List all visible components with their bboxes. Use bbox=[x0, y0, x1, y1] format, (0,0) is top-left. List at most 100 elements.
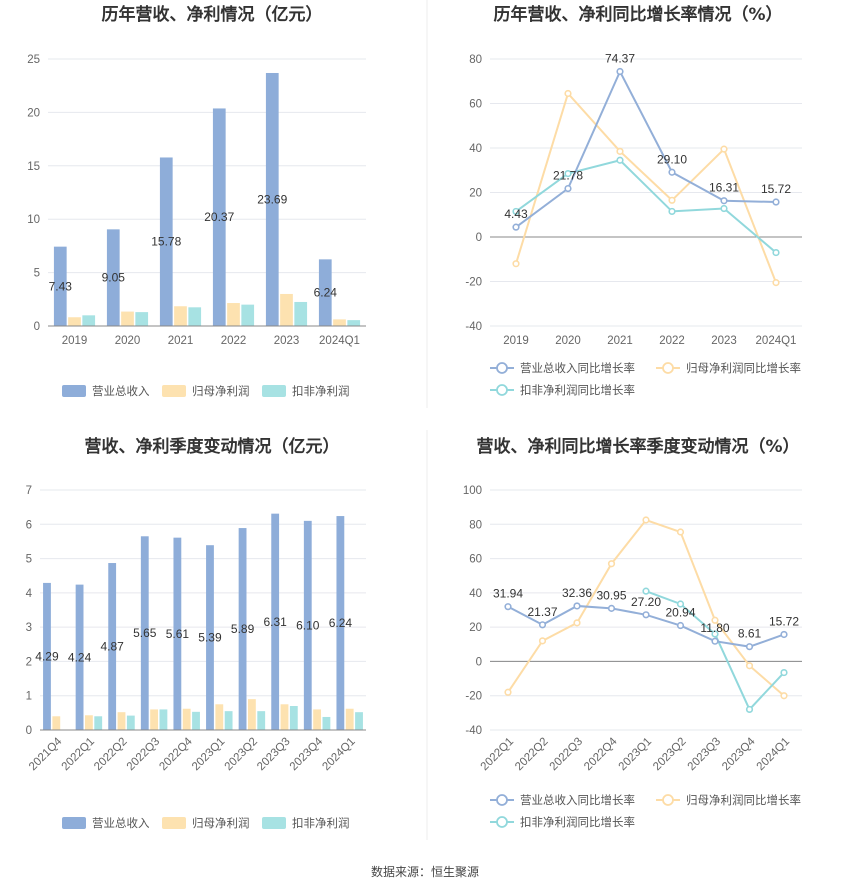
data-label: 4.24 bbox=[68, 650, 92, 664]
point-net-profit-growth bbox=[642, 516, 650, 524]
x-tick-label: 2023Q2 bbox=[223, 736, 260, 773]
point-net-profit-growth bbox=[668, 196, 676, 204]
point-revenue-growth bbox=[668, 168, 676, 176]
y-tick-label: -40 bbox=[465, 321, 482, 333]
data-label: 20.94 bbox=[665, 606, 695, 620]
bar-net-profit bbox=[52, 716, 61, 730]
point-net-profit-growth bbox=[573, 619, 581, 627]
y-tick-label: 20 bbox=[469, 622, 482, 634]
legend-swatch bbox=[162, 817, 186, 829]
point-revenue-growth bbox=[512, 223, 520, 231]
y-tick-label: 20 bbox=[27, 107, 40, 119]
y-tick-label: 4 bbox=[26, 588, 33, 600]
point-net-profit-growth bbox=[616, 147, 624, 155]
bar-revenue bbox=[318, 259, 332, 326]
legend-label: 归母净利润同比增长率 bbox=[686, 793, 801, 807]
point-deducted-growth bbox=[745, 705, 754, 714]
legend-marker bbox=[496, 794, 508, 806]
y-tick-label: 40 bbox=[469, 143, 482, 155]
bar-deducted-profit bbox=[224, 711, 233, 730]
legend-marker bbox=[662, 794, 674, 806]
y-tick-label: 2 bbox=[26, 656, 32, 668]
bar-deducted-profit bbox=[126, 715, 135, 730]
point-revenue-growth bbox=[607, 604, 616, 612]
data-label: 30.95 bbox=[596, 588, 626, 602]
legend-marker bbox=[662, 362, 674, 374]
bar-deducted-profit bbox=[241, 304, 255, 326]
bar-net-profit bbox=[215, 704, 224, 730]
legend-marker bbox=[496, 362, 508, 374]
point-revenue-growth bbox=[616, 67, 624, 76]
x-tick-label: 2023Q3 bbox=[255, 736, 292, 773]
bar-revenue bbox=[271, 513, 280, 730]
bar-deducted-profit bbox=[294, 301, 308, 326]
x-tick-label: 2022Q3 bbox=[548, 736, 585, 773]
point-deducted-growth bbox=[642, 587, 650, 595]
x-tick-label: 2020 bbox=[115, 335, 141, 347]
y-tick-label: 6 bbox=[26, 519, 32, 531]
data-label: 6.24 bbox=[329, 616, 353, 630]
x-tick-label: 2024Q1 bbox=[320, 736, 357, 773]
bar-deducted-profit bbox=[289, 706, 298, 730]
point-revenue-growth bbox=[745, 643, 754, 651]
data-label: 16.31 bbox=[709, 181, 739, 195]
quarterly-revenue-profit-bar-chart: 营收、净利季度变动情况（亿元） 0 1 2 3 4 5 6 7 4.29 4.24 4.87 5.65 5… bbox=[26, 436, 366, 830]
y-tick-label: 60 bbox=[469, 554, 482, 566]
bar-revenue bbox=[206, 545, 214, 730]
y-tick-label: 7 bbox=[26, 485, 32, 497]
y-tick-label: 80 bbox=[469, 54, 482, 66]
bar-revenue bbox=[43, 582, 51, 730]
data-label: 4.29 bbox=[35, 649, 59, 663]
data-label: 20.37 bbox=[204, 210, 234, 224]
point-net-profit-growth bbox=[772, 279, 780, 287]
x-tick-label: 2024Q1 bbox=[756, 335, 797, 347]
series-line-net-profit-growth bbox=[515, 91, 777, 283]
bar-net-profit bbox=[345, 708, 354, 730]
legend-label: 扣非净利润 bbox=[292, 816, 350, 830]
x-tick-label: 2022Q4 bbox=[582, 735, 620, 773]
point-revenue-growth bbox=[676, 621, 685, 630]
x-tick-label: 2022 bbox=[659, 335, 685, 347]
annual-revenue-profit-bar-chart: 历年营收、净利情况（亿元） 0 5 10 15 20 25 7.43 9.05 15.78 20.3… bbox=[27, 4, 366, 398]
y-tick-label: 20 bbox=[469, 188, 482, 200]
data-label: 15.78 bbox=[151, 235, 181, 249]
bar-net-profit bbox=[174, 306, 187, 326]
y-tick-label: 1 bbox=[26, 691, 32, 703]
point-net-profit-growth bbox=[780, 692, 788, 700]
x-tick-label: 2023 bbox=[274, 335, 300, 347]
bar-net-profit bbox=[313, 709, 322, 730]
point-net-profit-growth bbox=[564, 89, 572, 98]
bar-revenue bbox=[212, 108, 226, 327]
x-tick-label: 2022Q4 bbox=[157, 735, 195, 773]
bar-net-profit bbox=[68, 317, 81, 326]
bar-revenue bbox=[336, 516, 345, 730]
bar-net-profit bbox=[84, 715, 93, 730]
point-revenue-growth bbox=[780, 630, 788, 639]
data-label: 5.61 bbox=[166, 627, 190, 641]
bar-deducted-profit bbox=[159, 709, 168, 730]
bar-deducted-profit bbox=[355, 712, 363, 730]
legend-swatch bbox=[62, 385, 86, 397]
point-net-profit-growth bbox=[504, 688, 512, 696]
x-tick-label: 2019 bbox=[503, 335, 529, 347]
point-revenue-growth bbox=[504, 603, 512, 611]
point-deducted-growth bbox=[720, 204, 728, 213]
bar-net-profit bbox=[150, 709, 159, 730]
point-deducted-growth bbox=[711, 630, 719, 638]
x-tick-label: 2022Q3 bbox=[125, 736, 162, 773]
y-tick-label: 15 bbox=[27, 161, 40, 173]
point-deducted-growth bbox=[616, 156, 624, 164]
quarterly-growth-rate-line-chart: 营收、净利同比增长率季度变动情况（%） -40 -20 0 20 40 60 80 100 31.… bbox=[463, 436, 802, 829]
point-revenue-growth bbox=[642, 611, 650, 619]
x-tick-label: 2024Q1 bbox=[755, 736, 792, 773]
data-label: 31.94 bbox=[493, 587, 523, 601]
chart-title: 营收、净利季度变动情况（亿元） bbox=[85, 436, 340, 457]
legend-label: 归母净利润 bbox=[192, 816, 250, 830]
y-tick-label: -20 bbox=[465, 277, 482, 289]
bar-net-profit bbox=[117, 712, 126, 730]
x-tick-label: 2022Q2 bbox=[92, 736, 129, 773]
x-tick-label: 2023Q1 bbox=[617, 736, 654, 773]
legend-label: 归母净利润同比增长率 bbox=[686, 361, 801, 375]
point-revenue-growth bbox=[564, 184, 572, 193]
legend-label: 营业总收入同比增长率 bbox=[520, 793, 635, 807]
